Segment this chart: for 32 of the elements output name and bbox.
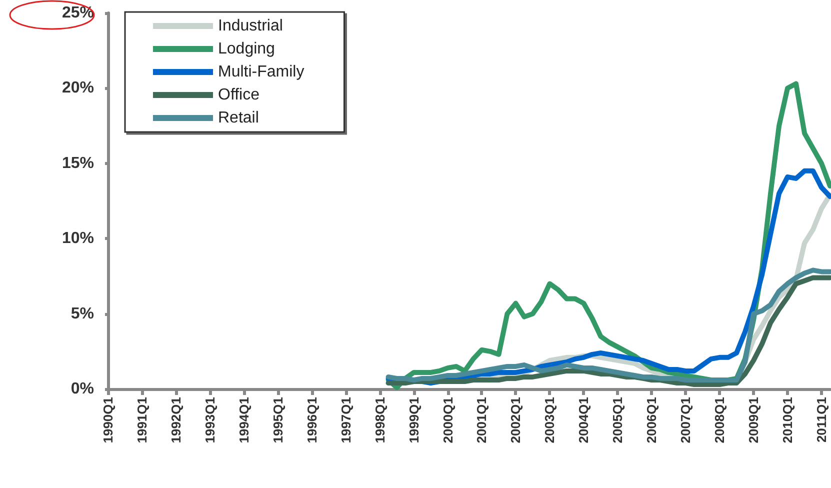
x-tick-label: 1990Q1: [100, 397, 116, 444]
x-tick-label: 2008Q1: [712, 397, 728, 444]
x-tick-label: 1996Q1: [304, 397, 320, 444]
x-tick-label: 1995Q1: [270, 397, 286, 444]
x-tick-label: 1992Q1: [168, 397, 184, 444]
x-tick-label: 1994Q1: [236, 397, 252, 444]
x-tick-label: 2006Q1: [644, 397, 660, 444]
x-tick-label: 2009Q1: [746, 397, 762, 444]
x-tick-label: 1993Q1: [202, 397, 218, 444]
x-tick-label: 2003Q1: [542, 397, 558, 444]
legend-label: Retail: [218, 110, 259, 126]
legend-label: Multi-Family: [218, 64, 304, 80]
legend-label: Lodging: [218, 40, 275, 58]
x-tick-label: 2004Q1: [576, 397, 592, 444]
y-tick-label: 5%: [70, 305, 94, 322]
y-tick-label: 10%: [62, 230, 94, 248]
y-tick-label: 20%: [62, 80, 94, 97]
x-tick-label: 2011Q1: [814, 397, 830, 443]
x-tick-label: 2005Q1: [610, 397, 626, 444]
legend-label: Industrial: [218, 18, 283, 34]
x-tick-label: 2007Q1: [678, 397, 694, 444]
y-tick-label: 0%: [70, 380, 94, 398]
x-tick-label: 2002Q1: [508, 397, 524, 444]
x-tick-label: 1999Q1: [406, 397, 422, 444]
legend-label: Office: [218, 86, 260, 104]
x-tick-label: 1998Q1: [372, 397, 388, 444]
x-tick-label: 2010Q1: [780, 397, 796, 444]
x-tick-label: 2000Q1: [440, 397, 456, 444]
x-tick-label: 1997Q1: [338, 397, 354, 444]
x-tick-label: 1991Q1: [134, 397, 150, 444]
x-tick-label: 2001Q1: [474, 397, 490, 444]
y-tick-label: 15%: [62, 154, 94, 172]
